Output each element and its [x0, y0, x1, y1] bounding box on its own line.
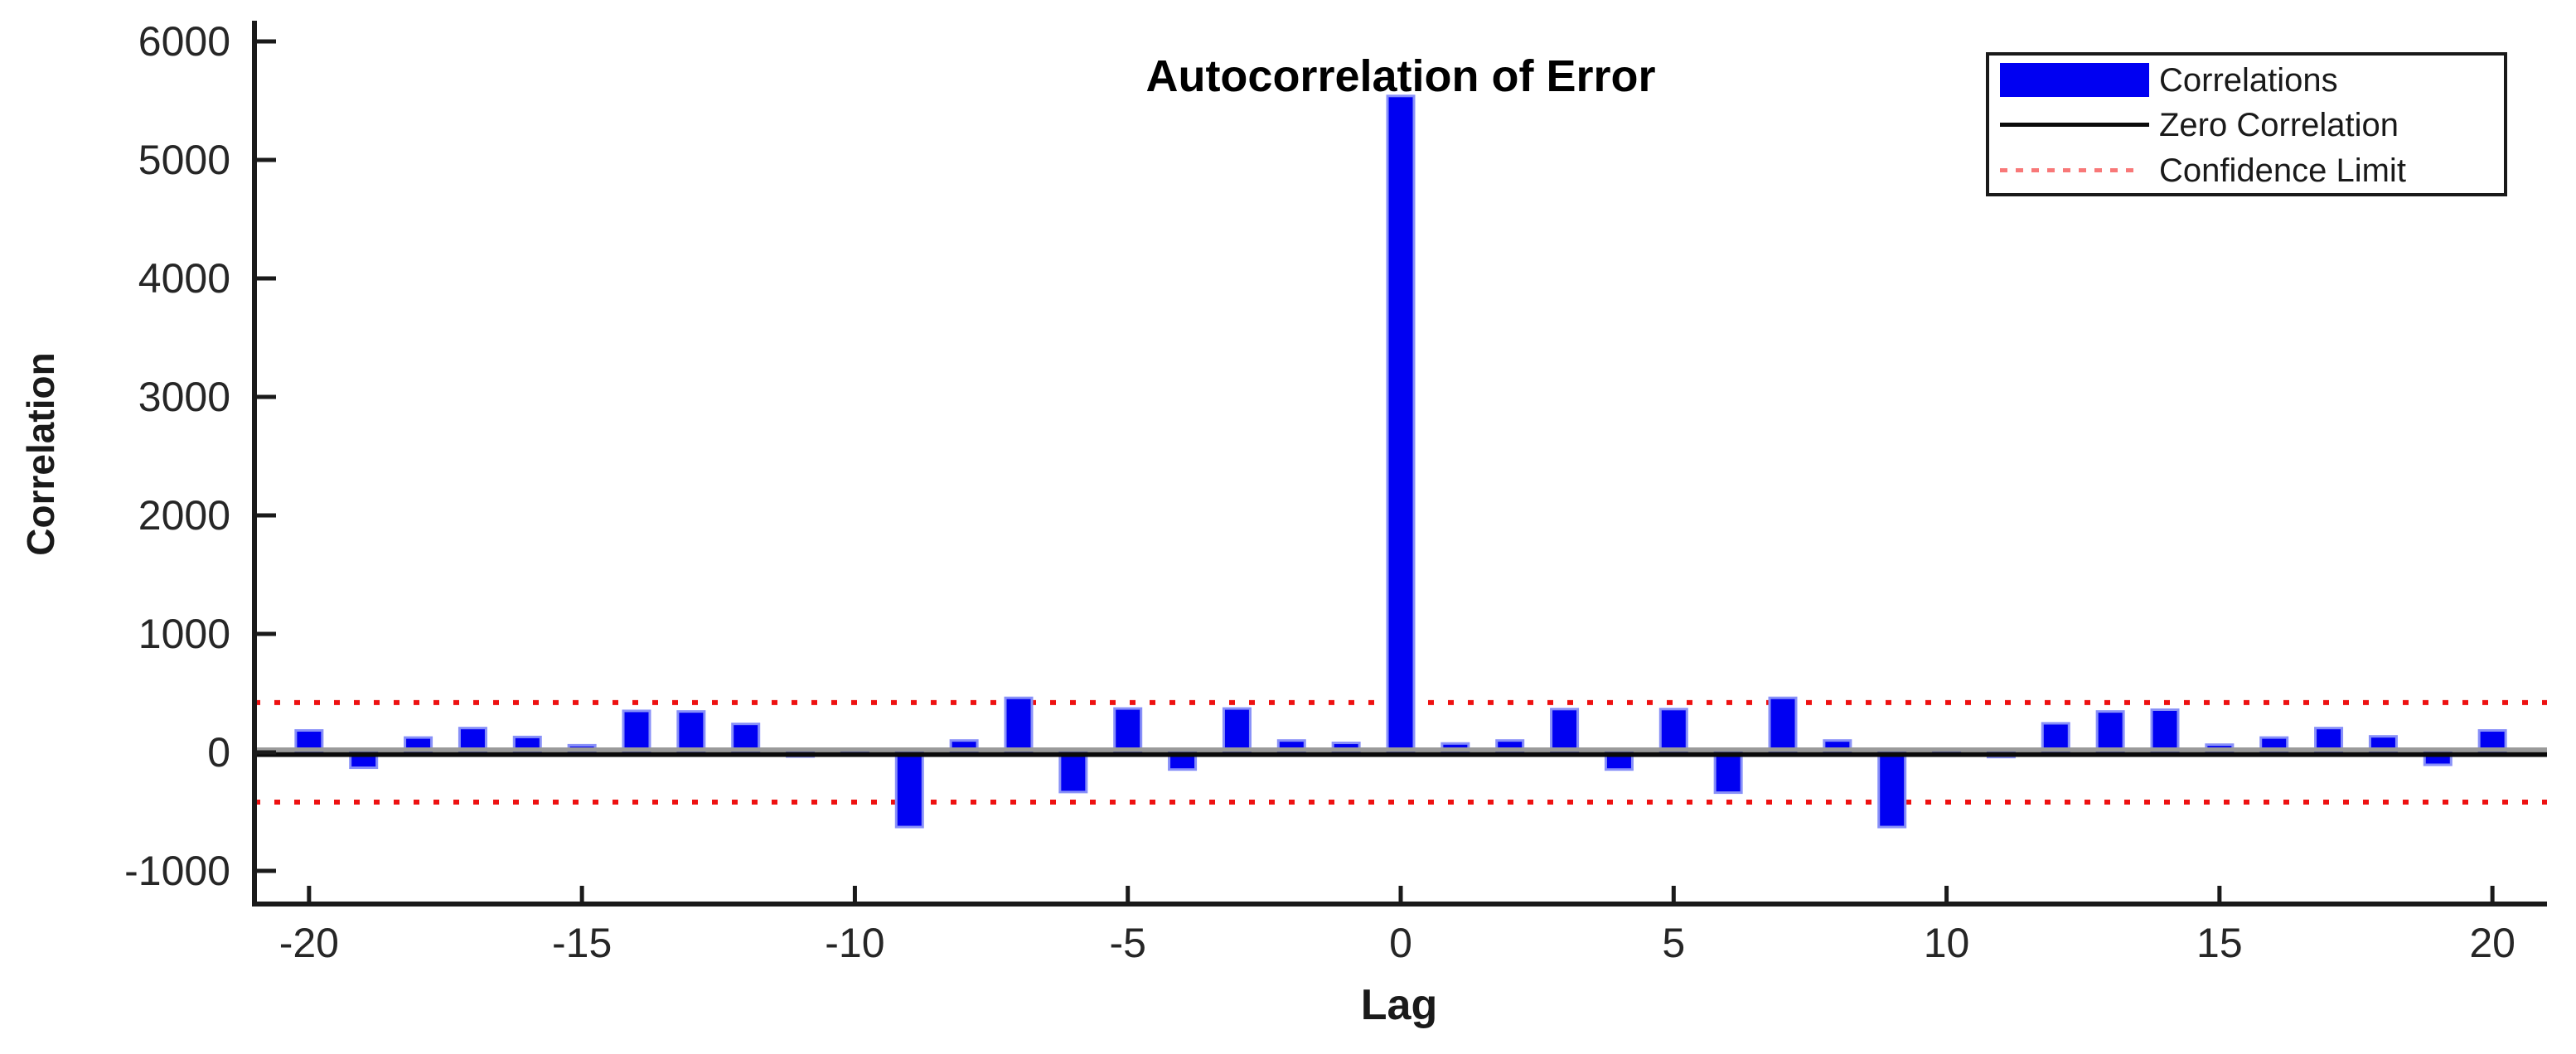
correlation-bar-lag--9: [894, 751, 924, 829]
correlation-bar-lag-0: [1386, 94, 1416, 754]
x-tick-label: -15: [552, 920, 612, 966]
correlation-bar-lag--6: [1058, 751, 1088, 794]
correlation-bar-lag-5: [1658, 708, 1688, 754]
y-tick-label: 3000: [138, 374, 230, 420]
y-tick-label: 0: [207, 729, 230, 776]
x-tick-label: -10: [825, 920, 884, 966]
y-tick-label: 5000: [138, 137, 230, 183]
x-tick-label: 15: [2196, 920, 2243, 966]
y-tick-label: 1000: [138, 611, 230, 657]
y-tick-label: 4000: [138, 255, 230, 302]
x-tick-label: 5: [1662, 920, 1685, 966]
x-tick-label: 0: [1389, 920, 1412, 966]
x-tick-label: -5: [1109, 920, 1145, 966]
correlation-bar-lag--13: [676, 710, 706, 754]
confidence-limit-lines: [254, 699, 2547, 805]
legend-patch-correlations-icon: [2000, 63, 2149, 97]
correlation-bar-lag-3: [1550, 708, 1580, 754]
correlation-bar-lag-14: [2150, 708, 2180, 754]
correlation-bar-lag-7: [1768, 696, 1798, 754]
y-tick-label: -1000: [124, 848, 230, 894]
x-tick-label: 20: [2469, 920, 2515, 966]
tick-labels: -1000 0 1000 2000 3000 4000 5000 6000 -20 -15 -10 -…: [124, 18, 2515, 966]
correlation-bar-lag--14: [622, 709, 651, 754]
legend-label-zero-correlation: Zero Correlation: [2159, 107, 2399, 143]
correlation-bar-lag--5: [1113, 707, 1143, 754]
zero-correlation-line: [254, 747, 2547, 757]
correlation-bar-lag-6: [1713, 751, 1743, 795]
legend-label-correlations: Correlations: [2159, 62, 2338, 99]
y-tick-label: 6000: [138, 18, 230, 65]
x-tick-label: -20: [279, 920, 339, 966]
x-axis-label: Lag: [1361, 981, 1437, 1029]
chart-title: Autocorrelation of Error: [1145, 51, 1655, 101]
x-tick-label: 10: [1924, 920, 1970, 966]
correlation-bar-lag-13: [2095, 710, 2125, 754]
legend-label-confidence-limit: Confidence Limit: [2159, 152, 2406, 189]
correlation-bar-lag--3: [1222, 707, 1252, 754]
y-tick-label: 2000: [138, 492, 230, 539]
legend: Correlations Zero Correlation Confidence…: [1986, 52, 2507, 196]
y-axis-label: Correlation: [19, 352, 62, 555]
correlation-bar-lag--7: [1004, 696, 1034, 754]
correlation-bars: [294, 94, 2507, 829]
correlation-bar-lag-9: [1877, 751, 1907, 829]
axes-spines-ticks: [252, 21, 2547, 907]
